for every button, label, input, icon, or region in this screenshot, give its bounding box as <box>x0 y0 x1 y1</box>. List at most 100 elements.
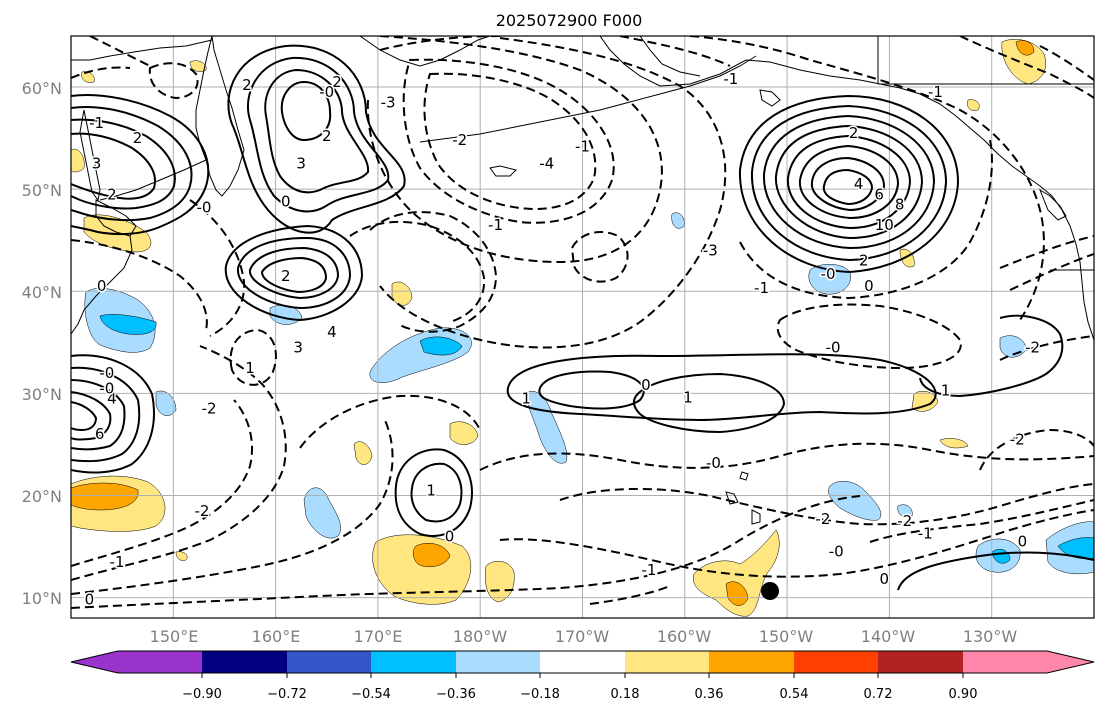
contour-label: 10 <box>875 216 894 234</box>
shaded-region <box>155 390 177 416</box>
colorbar-tick-label: 0.90 <box>949 687 978 702</box>
contour <box>423 72 597 210</box>
shaded-region <box>353 441 373 465</box>
colorbar-segment <box>371 651 456 673</box>
map-title: 2025072900 F000 <box>496 11 643 30</box>
colorbar-segment <box>287 651 371 673</box>
shaded-region <box>189 60 207 72</box>
colorbar-segment <box>625 651 709 673</box>
lon-label: 140°W <box>861 627 916 646</box>
contour <box>224 224 364 322</box>
lat-label: 60°N <box>22 79 62 98</box>
contour-label: -0 <box>319 83 334 101</box>
contour <box>71 379 126 451</box>
contour-label: 3 <box>92 155 102 173</box>
contour <box>739 139 993 300</box>
colorbar-segment <box>540 651 625 673</box>
lon-label: 160°E <box>252 627 301 646</box>
contour-label: 8 <box>895 195 905 213</box>
shaded-region <box>175 551 188 561</box>
contour-label: 4 <box>107 389 117 407</box>
contour <box>750 104 948 262</box>
colorbar-tick-label: 0.72 <box>864 687 893 702</box>
contour-label: -1 <box>918 524 933 542</box>
lat-label: 20°N <box>22 487 62 506</box>
colorbar <box>70 650 1095 678</box>
contour-label: -0 <box>99 364 114 382</box>
lon-label: 170°E <box>354 627 403 646</box>
contour <box>71 132 156 200</box>
lat-label: 40°N <box>22 283 62 302</box>
shaded-region <box>413 543 451 567</box>
contour-label: -2 <box>1025 338 1040 356</box>
contour-label: 2 <box>332 73 342 91</box>
contour <box>798 144 900 220</box>
lon-label: 130°W <box>963 627 1018 646</box>
contour-label: -1 <box>642 561 657 579</box>
contour-label: -0 <box>821 265 836 283</box>
contour-label: 6 <box>874 185 884 203</box>
contour-label: -1 <box>723 70 738 88</box>
colorbar-tick-label: −0.18 <box>520 687 560 702</box>
contour <box>369 211 498 333</box>
contour <box>897 551 1094 591</box>
lon-label: 160°W <box>657 627 712 646</box>
lon-label: 180°W <box>453 627 508 646</box>
coastline-sakhalin <box>79 109 101 202</box>
colorbar-segment <box>456 651 540 673</box>
contour-label: -0 <box>706 454 721 472</box>
contour-label: -1 <box>89 114 104 132</box>
contour-label: 2 <box>849 124 859 142</box>
lat-label: 50°N <box>22 181 62 200</box>
shaded-region <box>391 281 413 306</box>
coastline-bering <box>359 36 491 67</box>
contour <box>349 220 486 323</box>
contour <box>689 36 1045 321</box>
colorbar-tick-label: 0.54 <box>780 687 809 702</box>
contour <box>762 114 936 250</box>
shaded-region <box>71 148 85 173</box>
contour-label: 2 <box>242 76 252 94</box>
colorbar-tick-label: −0.54 <box>351 687 391 702</box>
contour-label: -0 <box>99 379 114 397</box>
contour <box>738 94 960 274</box>
coastline-st-lawrence <box>489 165 517 177</box>
shaded-region <box>99 314 157 335</box>
colorbar-tick-label: −0.36 <box>436 687 476 702</box>
contour <box>71 118 176 210</box>
contour <box>227 44 406 234</box>
contour <box>589 585 671 605</box>
borders <box>877 36 1094 271</box>
contour-label: -2 <box>452 131 467 149</box>
contour-label: -4 <box>539 155 554 173</box>
contour-label: 2 <box>281 267 291 285</box>
contour <box>632 372 786 434</box>
coastline-alaska-north <box>639 36 701 77</box>
contour <box>919 314 1064 398</box>
contour <box>559 483 1094 526</box>
contour <box>248 246 340 300</box>
contour <box>786 134 912 230</box>
coastline-vancouver <box>1038 188 1067 221</box>
contour <box>71 93 210 236</box>
colorbar-tick-label: −0.72 <box>267 687 307 702</box>
location-marker <box>761 582 779 600</box>
colorbar-segment <box>963 651 1094 673</box>
contour <box>499 509 1094 578</box>
shaded-regions <box>71 39 1094 617</box>
contour <box>71 239 208 331</box>
contour <box>229 328 277 386</box>
contour-label: -1 <box>754 279 769 297</box>
contour-label: -1 <box>488 216 503 234</box>
contour <box>71 417 394 595</box>
contour <box>299 394 481 449</box>
contour-label: 0 <box>641 376 651 394</box>
contour <box>410 462 463 523</box>
colorbar-segment <box>709 651 794 673</box>
contour <box>260 256 328 294</box>
shaded-region <box>485 560 515 603</box>
contour-label: 2 <box>133 129 143 147</box>
contour <box>776 303 962 370</box>
